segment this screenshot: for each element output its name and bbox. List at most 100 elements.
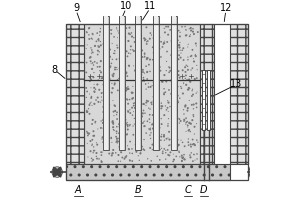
Point [182, 120, 186, 123]
Point [130, 152, 135, 155]
Point [188, 122, 193, 125]
Point [177, 44, 182, 47]
Point [160, 45, 165, 49]
Point [185, 68, 190, 71]
Point [107, 152, 112, 155]
Point [122, 98, 126, 101]
Point [190, 143, 195, 146]
Point [98, 30, 102, 33]
Point [186, 86, 191, 90]
Point [131, 49, 136, 53]
Point [189, 68, 194, 72]
Point [185, 107, 190, 110]
Point [92, 102, 97, 105]
Point [192, 77, 197, 81]
Point [148, 70, 152, 73]
Point [99, 119, 103, 123]
Point [125, 123, 130, 127]
Point [164, 137, 169, 140]
Point [114, 130, 119, 133]
Point [184, 64, 189, 67]
Point [111, 110, 116, 113]
Point [130, 91, 135, 94]
Point [148, 137, 153, 140]
Point [178, 56, 183, 59]
Point [124, 86, 129, 90]
Point [108, 77, 113, 81]
Point [102, 63, 106, 66]
Point [154, 31, 159, 34]
Point [90, 160, 94, 163]
Point [183, 123, 188, 126]
Point [140, 102, 145, 106]
Point [90, 32, 95, 35]
Point [134, 98, 139, 101]
Point [194, 42, 198, 45]
Point [100, 137, 104, 141]
Point [136, 89, 141, 92]
Point [171, 62, 176, 65]
Point [144, 99, 149, 102]
Point [135, 137, 140, 140]
Point [151, 127, 155, 130]
Point [140, 49, 145, 52]
Point [165, 40, 170, 44]
Point [110, 82, 114, 85]
Point [107, 55, 112, 59]
Point [112, 82, 117, 85]
Point [137, 159, 142, 162]
Point [106, 106, 111, 109]
Point [134, 98, 139, 102]
Point [128, 52, 133, 55]
Point [110, 152, 115, 155]
Point [164, 80, 169, 83]
Point [95, 143, 100, 146]
Point [124, 50, 129, 53]
Point [124, 71, 129, 74]
Polygon shape [54, 167, 61, 177]
Point [151, 100, 156, 103]
Point [155, 146, 160, 149]
Point [138, 66, 143, 69]
Point [181, 58, 186, 62]
Point [137, 56, 142, 59]
Point [150, 58, 155, 61]
Point [150, 148, 155, 151]
Point [190, 138, 195, 141]
Point [142, 53, 147, 56]
Point [156, 147, 161, 150]
Point [100, 136, 105, 139]
Point [98, 101, 103, 104]
Point [87, 26, 92, 30]
Point [105, 68, 110, 71]
Point [152, 70, 156, 73]
Point [99, 95, 104, 99]
Point [131, 104, 136, 107]
Point [166, 25, 170, 28]
Point [145, 70, 150, 73]
Point [175, 145, 180, 148]
Point [146, 100, 150, 103]
Point [182, 118, 187, 122]
Point [88, 150, 93, 153]
Point [187, 128, 192, 131]
Point [100, 91, 104, 94]
Point [177, 150, 182, 153]
Point [87, 112, 92, 115]
Point [167, 144, 171, 147]
Point [163, 91, 168, 94]
Point [92, 86, 97, 89]
Point [118, 62, 123, 66]
Point [176, 29, 181, 32]
Point [90, 51, 95, 54]
Point [139, 101, 143, 105]
Point [127, 158, 132, 162]
Point [170, 57, 175, 61]
Bar [104, 16, 108, 150]
Point [95, 32, 100, 35]
Point [167, 130, 172, 133]
Bar [230, 24, 248, 164]
Point [178, 139, 183, 142]
Point [164, 158, 168, 161]
Point [87, 37, 92, 41]
